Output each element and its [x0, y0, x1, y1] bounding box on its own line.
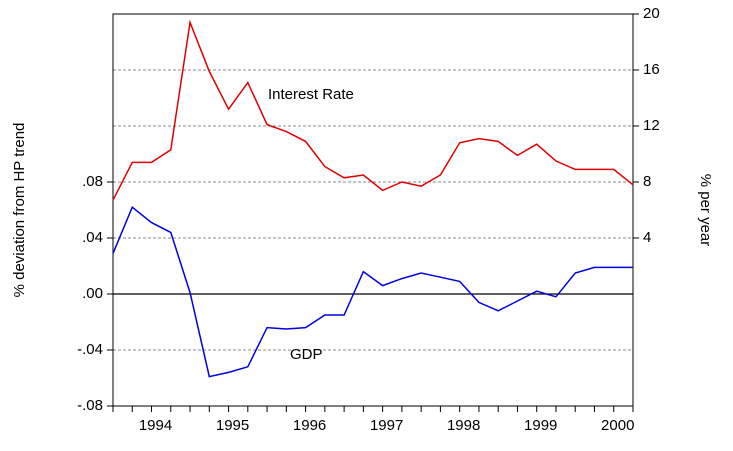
y2-tick-label: 8 — [643, 173, 651, 190]
series-line — [112, 205, 633, 378]
y-tick-label: -.04 — [77, 341, 103, 358]
y-tick-label: .04 — [82, 229, 103, 246]
y2-axis-label: % per year — [697, 174, 714, 247]
y2-tick-label: 20 — [643, 5, 660, 22]
series-annotation: GDP — [290, 346, 323, 363]
x-tick-label: 1997 — [370, 417, 403, 434]
series-annotation: Interest Rate — [268, 86, 354, 103]
y2-tick-label: 4 — [643, 229, 651, 246]
y-tick-label: -.08 — [77, 397, 103, 414]
x-tick-label: 1998 — [447, 417, 480, 434]
y-tick-label: .08 — [82, 173, 103, 190]
x-tick-label: 2000 — [601, 417, 634, 434]
y2-tick-label: 12 — [643, 117, 660, 134]
y2-tick-label: 16 — [643, 61, 660, 78]
x-tick-label: 1996 — [293, 417, 326, 434]
x-tick-label: 1994 — [139, 417, 172, 434]
x-tick-label: 1999 — [524, 417, 557, 434]
plot-frame — [112, 13, 634, 407]
series-line — [112, 19, 634, 201]
y-tick-label: .00 — [82, 285, 103, 302]
x-tick-label: 1995 — [216, 417, 249, 434]
y-axis-label: % deviation from HP trend — [11, 123, 28, 298]
